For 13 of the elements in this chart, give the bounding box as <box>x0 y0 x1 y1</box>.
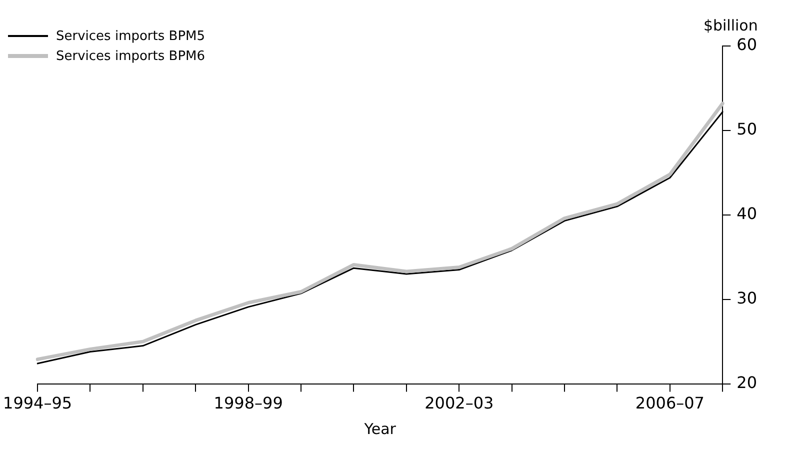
legend-label: Services imports BPM5 <box>56 28 206 44</box>
y-tick-label: 40 <box>736 204 757 224</box>
y-tick-label: 20 <box>736 372 757 392</box>
x-tick-label: 2006–07 <box>635 394 704 413</box>
y-tick-label: 50 <box>736 120 757 139</box>
x-tick-label: 1998–99 <box>214 394 283 413</box>
x-axis-title: Year <box>363 420 397 438</box>
x-tick-label: 2002–03 <box>424 394 494 413</box>
y-axis-title: $billion <box>703 16 758 34</box>
y-tick-label: 30 <box>736 288 757 308</box>
x-tick-label: 1994–95 <box>3 394 72 413</box>
y-tick-label: 60 <box>736 35 757 54</box>
legend-label: Services imports BPM6 <box>56 48 206 64</box>
